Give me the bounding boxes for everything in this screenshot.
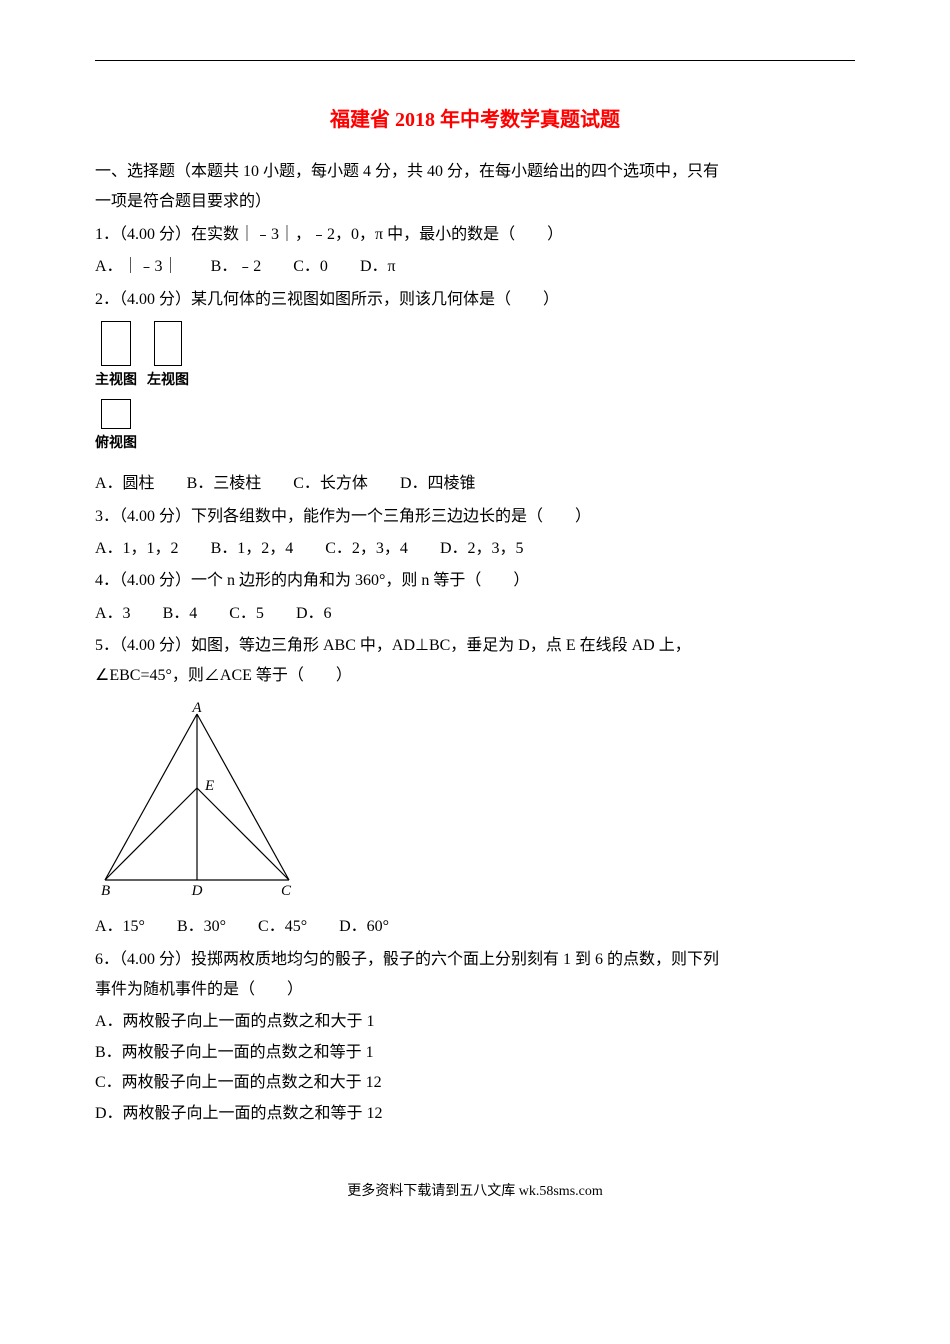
q4-optD: D．6	[296, 605, 332, 622]
section-heading-line1: 一、选择题（本题共 10 小题，每小题 4 分，共 40 分，在每小题给出的四个…	[95, 163, 719, 180]
q2-optD: D．四棱锥	[400, 475, 476, 492]
svg-text:C: C	[281, 883, 292, 897]
q6-options: A．两枚骰子向上一面的点数之和大于 1 B．两枚骰子向上一面的点数之和等于 1 …	[95, 1007, 855, 1129]
q3-optB: B．1，2，4	[211, 540, 294, 557]
question-5: 5．（4.00 分）如图，等边三角形 ABC 中，AD⊥BC，垂足为 D，点 E…	[95, 631, 855, 692]
q1-options: A．｜﹣3｜ B．﹣2 C．0 D．π	[95, 252, 855, 282]
main-view: 主视图	[95, 321, 137, 395]
svg-text:E: E	[204, 778, 214, 794]
top-view-box	[101, 399, 131, 429]
q6-line2: 事件为随机事件的是（ ）	[95, 981, 303, 998]
top-rule	[95, 60, 855, 61]
q6-optB: B．两枚骰子向上一面的点数之和等于 1	[95, 1038, 855, 1068]
svg-text:A: A	[191, 702, 202, 716]
svg-text:B: B	[101, 883, 110, 897]
svg-text:D: D	[191, 883, 203, 897]
q3-optC: C．2，3，4	[325, 540, 408, 557]
q1-optD: D．π	[360, 258, 396, 275]
q4-optA: A．3	[95, 605, 131, 622]
section-heading-line2: 一项是符合题目要求的）	[95, 193, 271, 210]
q5-optA: A．15°	[95, 918, 145, 935]
q5-line2: ∠EBC=45°，则∠ACE 等于（ ）	[95, 667, 352, 684]
q2-text: 2．（4.00 分）某几何体的三视图如图所示，则该几何体是（ ）	[95, 291, 559, 308]
q1-optB: B．﹣2	[211, 258, 262, 275]
q4-text: 4．（4.00 分）一个 n 边形的内角和为 360°，则 n 等于（ ）	[95, 572, 529, 589]
triangle-diagram: A B C D E	[95, 702, 855, 908]
q4-optC: C．5	[229, 605, 264, 622]
section-heading: 一、选择题（本题共 10 小题，每小题 4 分，共 40 分，在每小题给出的四个…	[95, 157, 855, 218]
left-view-box	[154, 321, 182, 366]
question-4: 4．（4.00 分）一个 n 边形的内角和为 360°，则 n 等于（ ）	[95, 566, 855, 596]
q5-optC: C．45°	[258, 918, 307, 935]
q6-optD: D．两枚骰子向上一面的点数之和等于 12	[95, 1099, 855, 1129]
q4-options: A．3 B．4 C．5 D．6	[95, 599, 855, 629]
q6-optC: C．两枚骰子向上一面的点数之和大于 12	[95, 1068, 855, 1098]
left-view-label: 左视图	[147, 368, 189, 395]
q3-optA: A．1，1，2	[95, 540, 179, 557]
main-view-label: 主视图	[95, 368, 137, 395]
q3-options: A．1，1，2 B．1，2，4 C．2，3，4 D．2，3，5	[95, 534, 855, 564]
main-view-box	[101, 321, 131, 366]
page-title: 福建省 2018 年中考数学真题试题	[95, 101, 855, 139]
question-6: 6．（4.00 分）投掷两枚质地均匀的骰子，骰子的六个面上分别刻有 1 到 6 …	[95, 945, 855, 1006]
triangle-svg: A B C D E	[95, 702, 300, 897]
q2-optA: A．圆柱	[95, 475, 155, 492]
q5-optB: B．30°	[177, 918, 226, 935]
q3-optD: D．2，3，5	[440, 540, 524, 557]
q2-optB: B．三棱柱	[187, 475, 262, 492]
q2-optC: C．长方体	[293, 475, 368, 492]
q5-options: A．15° B．30° C．45° D．60°	[95, 912, 855, 942]
top-view-label: 俯视图	[95, 431, 137, 458]
left-view: 左视图	[147, 321, 189, 395]
q6-line1: 6．（4.00 分）投掷两枚质地均匀的骰子，骰子的六个面上分别刻有 1 到 6 …	[95, 951, 719, 968]
q6-optA: A．两枚骰子向上一面的点数之和大于 1	[95, 1007, 855, 1037]
footer-text: 更多资料下载请到五八文库 wk.58sms.com	[95, 1179, 855, 1206]
q4-optB: B．4	[163, 605, 198, 622]
q3-text: 3．（4.00 分）下列各组数中，能作为一个三角形三边边长的是（ ）	[95, 508, 591, 525]
q1-optC: C．0	[293, 258, 328, 275]
q5-line1: 5．（4.00 分）如图，等边三角形 ABC 中，AD⊥BC，垂足为 D，点 E…	[95, 637, 691, 654]
q1-text: 1．（4.00 分）在实数｜﹣3｜，﹣2，0，π 中，最小的数是（ ）	[95, 226, 563, 243]
q2-options: A．圆柱 B．三棱柱 C．长方体 D．四棱锥	[95, 469, 855, 499]
q1-optA: A．｜﹣3｜	[95, 258, 179, 275]
q5-optD: D．60°	[339, 918, 389, 935]
top-view: 俯视图	[95, 399, 137, 458]
question-3: 3．（4.00 分）下列各组数中，能作为一个三角形三边边长的是（ ）	[95, 502, 855, 532]
three-views-diagram: 主视图 左视图 俯视图	[95, 321, 855, 457]
question-1: 1．（4.00 分）在实数｜﹣3｜，﹣2，0，π 中，最小的数是（ ）	[95, 220, 855, 250]
question-2: 2．（4.00 分）某几何体的三视图如图所示，则该几何体是（ ）	[95, 285, 855, 315]
